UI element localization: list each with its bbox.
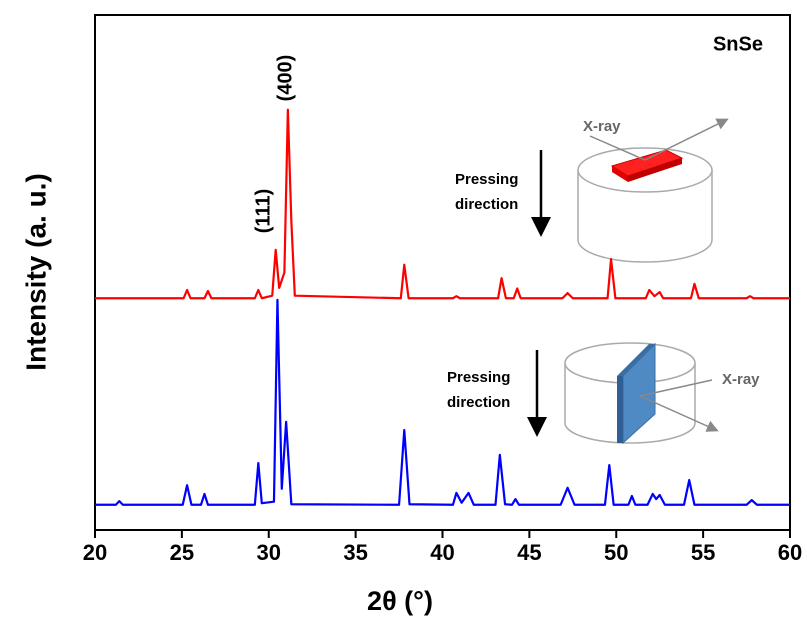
annotation: SnSe xyxy=(713,33,763,55)
annotation: (111) xyxy=(252,189,274,233)
x-tick-label: 50 xyxy=(604,540,628,565)
inset-label: Pressing xyxy=(455,171,518,188)
x-axis-label: 2θ (°) xyxy=(367,586,433,616)
x-tick-label: 35 xyxy=(343,540,367,565)
x-tick-label: 20 xyxy=(83,540,107,565)
series-line xyxy=(95,298,790,506)
x-tick-label: 40 xyxy=(430,540,454,565)
x-tick-label: 25 xyxy=(170,540,194,565)
plot-frame xyxy=(94,14,791,531)
x-tick-label: 45 xyxy=(517,540,541,565)
annotation: (400) xyxy=(274,55,296,102)
y-axis-label: Intensity (a. u.) xyxy=(20,173,51,371)
inset-label: Pressing xyxy=(447,369,510,386)
x-tick-label: 60 xyxy=(778,540,802,565)
inset-label: direction xyxy=(455,196,518,213)
series-line xyxy=(95,108,790,300)
inset-top: X-ray Pressing direction xyxy=(455,118,729,263)
x-tick-label: 30 xyxy=(257,540,281,565)
beam-label: X-ray xyxy=(583,118,621,135)
x-tick-label: 55 xyxy=(691,540,715,565)
beam-label: X-ray xyxy=(722,371,760,388)
inset-bottom: X-ray Pressing direction xyxy=(447,342,760,445)
inset-label: direction xyxy=(447,394,510,411)
